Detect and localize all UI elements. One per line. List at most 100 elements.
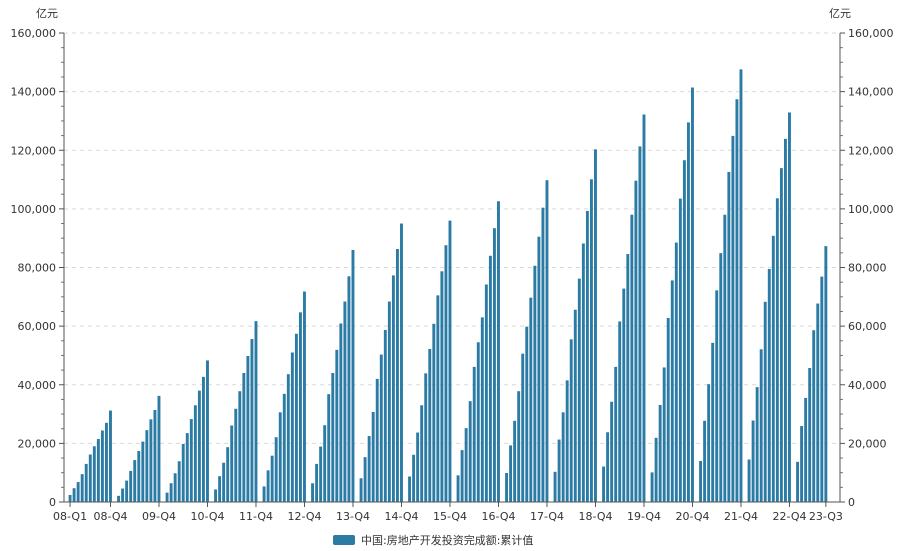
bar xyxy=(274,437,278,502)
bar xyxy=(290,352,294,502)
bar xyxy=(391,275,395,502)
bar xyxy=(149,419,153,502)
x-tick-label: 14-Q4 xyxy=(384,510,418,523)
bar xyxy=(72,488,76,502)
right-tick-label: 120,000 xyxy=(848,144,894,157)
bar xyxy=(650,472,654,502)
bar xyxy=(505,472,509,502)
bar xyxy=(755,387,759,502)
bars xyxy=(68,69,828,503)
bar xyxy=(747,459,751,502)
bar xyxy=(238,391,242,502)
bar xyxy=(476,342,480,502)
bar xyxy=(666,317,670,502)
bar xyxy=(804,397,808,502)
bar xyxy=(533,265,537,502)
left-tick-label: 100,000 xyxy=(11,203,57,216)
x-tick-label: 12-Q4 xyxy=(287,510,321,523)
bar xyxy=(226,447,230,502)
bar xyxy=(206,360,209,502)
right-tick-label: 80,000 xyxy=(848,262,887,275)
bar xyxy=(569,339,573,502)
bar xyxy=(456,475,460,502)
bar xyxy=(68,494,72,502)
bar xyxy=(88,454,92,502)
bar xyxy=(201,376,205,502)
bar xyxy=(602,466,606,502)
bar xyxy=(529,297,533,502)
bar xyxy=(662,367,666,502)
bar xyxy=(323,425,327,502)
x-tick-label: 10-Q4 xyxy=(190,510,224,523)
left-tick-label: 60,000 xyxy=(18,320,57,333)
bar xyxy=(513,420,517,502)
bar xyxy=(715,290,719,502)
bar xyxy=(133,460,137,502)
bar xyxy=(525,326,529,502)
bar xyxy=(561,412,565,502)
bar xyxy=(80,474,84,502)
bar xyxy=(739,69,743,502)
bar xyxy=(783,138,787,502)
bar xyxy=(153,409,157,502)
bar xyxy=(707,384,711,502)
bar xyxy=(788,112,791,502)
bar xyxy=(820,276,824,502)
bar xyxy=(674,242,678,502)
bar xyxy=(351,249,355,502)
x-tick-label: 08-Q1 xyxy=(53,510,87,523)
bar xyxy=(218,476,222,502)
bar xyxy=(383,329,387,502)
bar xyxy=(395,249,399,502)
bar xyxy=(109,410,112,502)
bar xyxy=(412,454,416,502)
bar xyxy=(440,271,444,502)
x-tick-label: 21-Q4 xyxy=(724,510,758,523)
bar xyxy=(610,401,614,502)
bar xyxy=(335,349,339,502)
bar xyxy=(230,425,234,502)
bar xyxy=(141,441,145,502)
bar xyxy=(682,160,686,502)
bar xyxy=(250,339,254,502)
right-tick-label: 160,000 xyxy=(848,27,894,40)
x-tick-label: 23-Q3 xyxy=(809,510,843,523)
bar xyxy=(157,395,161,502)
legend[interactable]: 中国:房地产开发投资完成额:累计值 xyxy=(333,533,533,547)
bar xyxy=(197,390,201,502)
bar xyxy=(286,374,290,502)
bar xyxy=(751,420,755,502)
bar xyxy=(121,488,125,502)
bar xyxy=(626,254,630,502)
bar xyxy=(436,295,440,502)
bar xyxy=(387,301,391,502)
x-tick-label: 15-Q4 xyxy=(433,510,467,523)
bar xyxy=(298,312,302,502)
bar xyxy=(480,317,484,502)
bar xyxy=(759,349,763,502)
bar xyxy=(731,135,735,502)
bar xyxy=(492,228,496,502)
x-tick-label: 22-Q4 xyxy=(772,510,806,523)
bar xyxy=(129,470,133,502)
bar xyxy=(117,495,121,502)
left-axis-unit-label: 亿元 xyxy=(36,7,58,20)
bar xyxy=(796,461,800,502)
left-y-axis: 0 20,000 40,000 60,000 80,000 100,000 120,000 1… xyxy=(11,27,65,509)
bar xyxy=(614,366,618,502)
bar xyxy=(767,268,771,502)
bar xyxy=(177,461,181,502)
bar xyxy=(460,450,464,502)
bar xyxy=(509,445,513,502)
bar xyxy=(691,87,694,503)
bar xyxy=(246,356,250,502)
bar xyxy=(294,333,298,502)
bar xyxy=(775,198,779,502)
bar xyxy=(432,323,436,502)
left-tick-label: 40,000 xyxy=(18,379,57,392)
left-tick-label: 160,000 xyxy=(11,27,57,40)
bar xyxy=(92,446,96,502)
right-tick-label: 0 xyxy=(848,496,855,509)
bar xyxy=(654,437,658,502)
bar xyxy=(363,457,367,502)
